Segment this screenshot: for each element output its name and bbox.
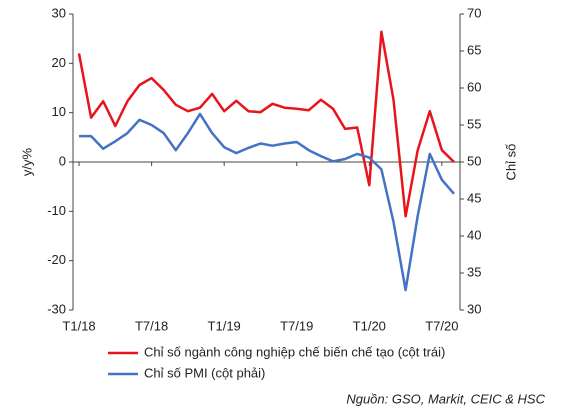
series-line [77,30,455,218]
x-tick-label: T7/19 [280,318,313,333]
legend-label: Chỉ số PMI (cột phải) [144,365,265,380]
x-tick-label: T1/18 [62,318,95,333]
y-tick-label: 20 [52,55,66,70]
y2-tick-label: 30 [467,301,481,316]
y2-tick-label: 35 [467,264,481,279]
legend-label: Chỉ số ngành công nghiệp chế biến chế tạ… [144,344,445,359]
y2-axis-label: Chỉ số [503,144,518,181]
y2-tick-label: 40 [467,227,481,242]
y2-tick-label: 45 [467,190,481,205]
y-axis-label: y/y% [19,147,34,176]
y2-tick-label: 50 [467,153,481,168]
y-tick-label: -30 [47,301,66,316]
y2-tick-label: 70 [467,5,481,20]
series-line [79,112,455,292]
y-tick-label: 0 [59,153,66,168]
y-tick-label: 30 [52,5,66,20]
y-tick-label: -20 [47,252,66,267]
source-note: Nguồn: GSO, Markit, CEIC & HSC [346,391,545,406]
x-tick-label: T7/18 [135,318,168,333]
x-tick-label: T1/19 [208,318,241,333]
y2-tick-label: 55 [467,116,481,131]
y2-tick-label: 65 [467,42,481,57]
y-tick-label: 10 [52,104,66,119]
x-tick-label: T1/20 [353,318,386,333]
x-tick-label: T7/20 [425,318,458,333]
y2-tick-label: 60 [467,79,481,94]
y-tick-label: -10 [47,203,66,218]
